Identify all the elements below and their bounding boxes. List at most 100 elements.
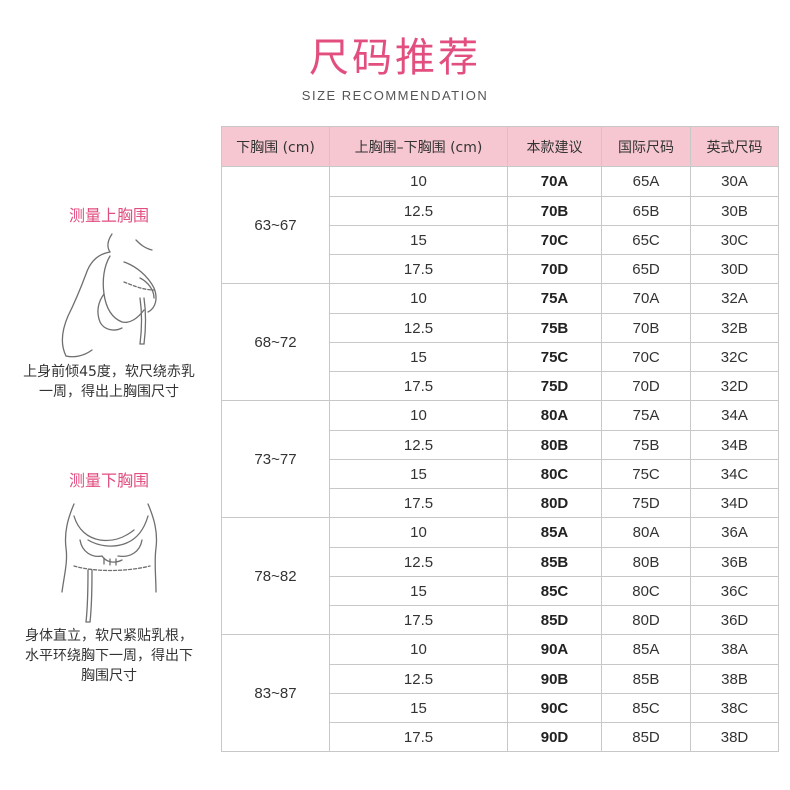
difference-cell: 17.5 (329, 254, 508, 284)
table-row: 15 80C 75C 34C (222, 459, 779, 489)
table-row: 12.5 70B 65B 30B (222, 196, 779, 226)
difference-cell: 17.5 (329, 488, 508, 518)
international-size-cell: 65B (601, 196, 691, 226)
recommended-size-cell: 85B (507, 547, 602, 577)
table-row: 63~67 10 70A 65A 30A (221, 166, 779, 284)
difference-cell: 10 (329, 400, 508, 431)
upper-bust-measuring-illustration (61, 233, 157, 358)
uk-size-cell: 36D (690, 605, 779, 635)
international-size-cell: 85A (601, 634, 691, 665)
difference-cell: 15 (329, 342, 508, 372)
uk-size-cell: 32D (690, 371, 779, 401)
difference-cell: 15 (329, 459, 508, 489)
uk-size-cell: 32A (690, 283, 779, 314)
uk-size-cell: 34D (690, 488, 779, 518)
recommended-size-cell: 70C (507, 225, 602, 255)
international-size-cell: 80A (601, 517, 691, 548)
table-row: 73~77 10 80A 75A 34A (221, 400, 779, 518)
under-bust-measuring-illustration (61, 503, 158, 623)
international-size-cell: 75A (601, 400, 691, 431)
international-size-cell: 80C (601, 576, 691, 606)
international-size-cell: 80D (601, 605, 691, 635)
table-row: 15 85C 80C 36C (222, 576, 779, 606)
uk-size-cell: 30A (690, 166, 779, 197)
uk-size-cell: 36A (690, 517, 779, 548)
table-row: 12.5 75B 70B 32B (222, 313, 779, 343)
international-size-cell: 65D (601, 254, 691, 284)
column-header-recommended: 本款建议 (507, 126, 602, 167)
column-header-international: 国际尺码 (601, 126, 691, 167)
table-row: 68~72 10 75A 70A 32A (221, 283, 779, 401)
under-bust-guide-line-2: 水平环绕胸下一周，得出下 (25, 648, 193, 664)
uk-size-cell: 38D (690, 722, 779, 752)
page-subtitle: SIZE RECOMMENDATION (301, 88, 489, 103)
column-header-difference: 上胸围–下胸围 (cm) (329, 126, 508, 167)
recommended-size-cell: 70D (507, 254, 602, 284)
table-row: 83~87 10 90A 85A 38A (221, 634, 779, 752)
international-size-cell: 85D (601, 722, 691, 752)
difference-cell: 17.5 (329, 371, 508, 401)
recommended-size-cell: 85D (507, 605, 602, 635)
uk-size-cell: 38A (690, 634, 779, 665)
difference-cell: 10 (329, 634, 508, 665)
under-bust-guide-line-1: 身体直立，软尺紧贴乳根， (25, 628, 193, 644)
difference-cell: 15 (329, 225, 508, 255)
international-size-cell: 75B (601, 430, 691, 460)
recommended-size-cell: 90D (507, 722, 602, 752)
recommended-size-cell: 80C (507, 459, 602, 489)
uk-size-cell: 36C (690, 576, 779, 606)
difference-cell: 12.5 (329, 196, 508, 226)
recommended-size-cell: 85A (507, 517, 602, 548)
size-chart-table: 下胸围 (cm) 上胸围–下胸围 (cm) 本款建议 国际尺码 英式尺码 63~… (221, 126, 779, 752)
under-bust-guide-text: 身体直立，软尺紧贴乳根， 水平环绕胸下一周，得出下 胸围尺寸 (4, 626, 214, 686)
recommended-size-cell: 75D (507, 371, 602, 401)
uk-size-cell: 30D (690, 254, 779, 284)
recommended-size-cell: 70A (507, 166, 602, 197)
recommended-size-cell: 90B (507, 664, 602, 694)
recommended-size-cell: 90A (507, 634, 602, 665)
international-size-cell: 65C (601, 225, 691, 255)
difference-cell: 12.5 (329, 664, 508, 694)
table-row: 15 90C 85C 38C (222, 693, 779, 723)
table-row: 78~82 10 85A 80A 36A (221, 517, 779, 635)
table-row: 17.5 75D 70D 32D (222, 371, 779, 401)
difference-cell: 15 (329, 693, 508, 723)
difference-cell: 15 (329, 576, 508, 606)
difference-cell: 12.5 (329, 430, 508, 460)
recommended-size-cell: 75B (507, 313, 602, 343)
difference-cell: 17.5 (329, 722, 508, 752)
underbust-range-cell: 83~87 (221, 634, 330, 752)
page-title: 尺码推荐 (309, 35, 481, 81)
recommended-size-cell: 75C (507, 342, 602, 372)
international-size-cell: 70C (601, 342, 691, 372)
international-size-cell: 70D (601, 371, 691, 401)
upper-bust-guide-title: 测量上胸围 (68, 206, 149, 225)
upper-bust-guide-text: 上身前倾45度，软尺绕赤乳 一周，得出上胸围尺寸 (4, 362, 214, 402)
international-size-cell: 70A (601, 283, 691, 314)
table-row: 17.5 90D 85D 38D (222, 722, 779, 752)
size-table-body: 63~67 10 70A 65A 30A 12.5 70B 65B 30B 15 70C 65C 30C… (221, 166, 779, 752)
recommended-size-cell: 85C (507, 576, 602, 606)
recommended-size-cell: 70B (507, 196, 602, 226)
column-header-uk: 英式尺码 (690, 126, 779, 167)
difference-cell: 10 (329, 517, 508, 548)
difference-cell: 12.5 (329, 313, 508, 343)
table-row: 12.5 80B 75B 34B (222, 430, 779, 460)
upper-bust-guide-line-1: 上身前倾45度，软尺绕赤乳 (23, 364, 195, 380)
recommended-size-cell: 75A (507, 283, 602, 314)
recommended-size-cell: 80A (507, 400, 602, 431)
uk-size-cell: 30C (690, 225, 779, 255)
uk-size-cell: 34C (690, 459, 779, 489)
table-row: 15 75C 70C 32C (222, 342, 779, 372)
uk-size-cell: 34B (690, 430, 779, 460)
international-size-cell: 75D (601, 488, 691, 518)
upper-bust-guide-line-2: 一周，得出上胸围尺寸 (39, 384, 179, 400)
uk-size-cell: 30B (690, 196, 779, 226)
difference-cell: 10 (329, 166, 508, 197)
international-size-cell: 80B (601, 547, 691, 577)
international-size-cell: 85B (601, 664, 691, 694)
uk-size-cell: 32C (690, 342, 779, 372)
underbust-range-cell: 78~82 (221, 517, 330, 635)
recommended-size-cell: 80B (507, 430, 602, 460)
table-row: 17.5 85D 80D 36D (222, 605, 779, 635)
